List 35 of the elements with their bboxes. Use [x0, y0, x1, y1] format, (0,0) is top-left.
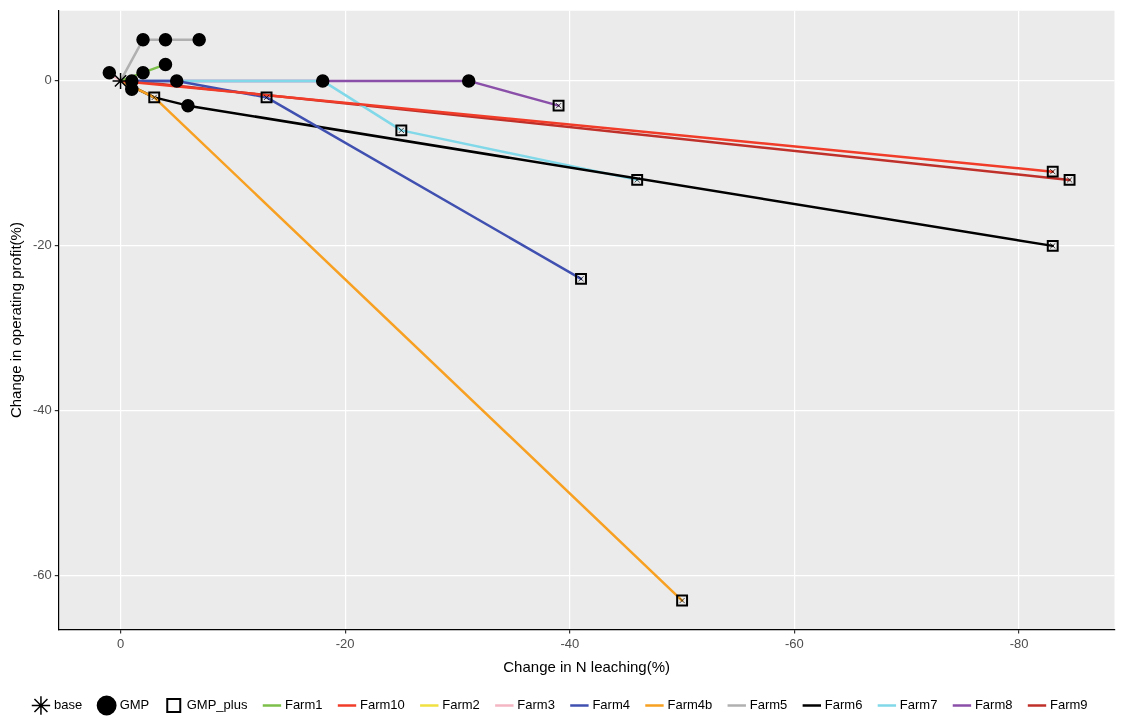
legend-label: GMP_plus: [186, 697, 248, 713]
x-tick-label: -80: [1009, 635, 1029, 651]
y-tick-label: -40: [32, 402, 52, 418]
x-tick-label: -20: [335, 635, 355, 651]
legend-label: Farm3: [517, 697, 555, 713]
x-tick-label: -40: [560, 635, 580, 651]
x-axis-title: Change in N leaching(%): [503, 658, 671, 676]
point: [181, 98, 195, 113]
legend-label: Farm4b: [667, 697, 713, 713]
y-axis-title: Change in operating profit(%): [7, 222, 25, 419]
legend-label: Farm7: [899, 697, 938, 713]
legend-label: Farm1: [284, 697, 323, 713]
legend-label: Farm5: [749, 697, 788, 713]
y-tick-label: -60: [32, 567, 52, 583]
point: [315, 74, 330, 88]
point: [192, 32, 206, 47]
legend-label: Farm4: [592, 697, 630, 713]
legend-label: Farm10: [360, 697, 405, 713]
legend-label: GMP: [119, 697, 150, 713]
x-tick-label: 0: [116, 635, 125, 651]
point: [461, 74, 476, 88]
point: [136, 65, 150, 80]
point: [158, 57, 173, 72]
point: [102, 65, 117, 80]
legend-label: Farm8: [974, 697, 1013, 713]
legend-label: Farm6: [824, 697, 863, 713]
legend-label: base: [53, 697, 83, 713]
point: [169, 74, 184, 88]
legend-label: Farm9: [1049, 697, 1088, 713]
point: [158, 32, 173, 47]
y-tick-label: -20: [32, 237, 52, 253]
point: [136, 32, 150, 47]
y-tick-label: 0: [44, 72, 52, 88]
legend-label: Farm2: [442, 697, 480, 713]
x-tick-label: -60: [785, 635, 804, 651]
